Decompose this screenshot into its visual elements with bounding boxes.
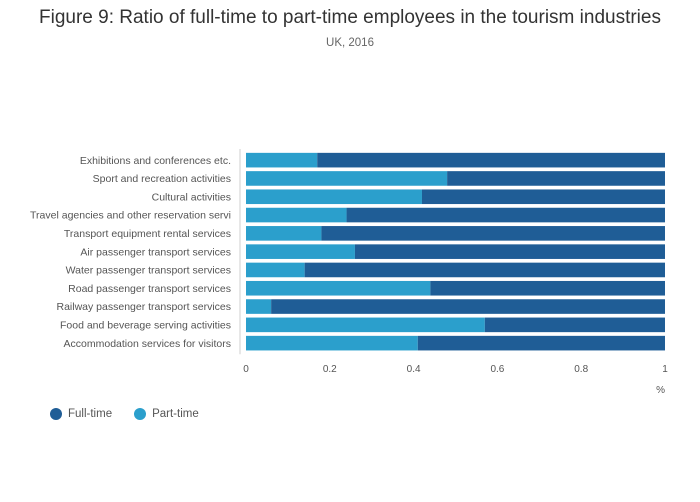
legend-dot-part-time [134,408,147,420]
x-tick-label: 0.4 [407,364,421,375]
chart-subtitle: UK, 2016 [326,37,374,49]
x-axis-title: % [656,385,665,396]
chart-title: Figure 9: Ratio of full-time to part-tim… [39,7,661,28]
bar-part-time[interactable] [246,244,355,259]
bar-full-time[interactable] [430,280,665,296]
bar-part-time[interactable] [246,280,431,296]
bar-part-time[interactable] [246,262,305,278]
x-tick-label: 0.8 [574,364,588,375]
bar-part-time[interactable] [246,226,322,241]
legend-label-full-time: Full-time [68,408,113,420]
legend-dot-full-time [50,408,62,420]
legend-item-part-time[interactable]: Part-time [134,408,199,420]
x-tick-label: 0.2 [323,364,337,375]
bar-full-time[interactable] [484,317,665,333]
x-tick-label: 0 [243,364,249,375]
category-label: Sport and recreation activities [93,173,231,185]
bar-full-time[interactable] [304,262,665,278]
category-label: Railway passenger transport services [57,301,232,313]
x-axis-ticks: 0 0.2 0.4 0.6 0.8 1 [243,364,668,375]
bar-full-time[interactable] [317,152,665,168]
legend-item-full-time[interactable]: Full-time [50,408,112,420]
bar-part-time[interactable] [246,152,318,168]
bar-part-time[interactable] [246,189,422,205]
bar-full-time[interactable] [447,171,665,186]
bars-group [246,152,665,351]
x-tick-label: 0.6 [490,364,504,375]
category-label: Accommodation services for visitors [64,338,231,350]
category-label: Road passenger transport services [68,283,231,295]
category-label: Cultural activities [152,191,231,203]
bar-part-time[interactable] [246,207,347,223]
bar-full-time[interactable] [417,335,665,351]
x-tick-label: 1 [662,364,668,375]
bar-full-time[interactable] [354,244,665,259]
bar-part-time[interactable] [246,171,448,186]
bar-part-time[interactable] [246,335,418,351]
category-label: Air passenger transport services [80,246,231,258]
bar-full-time[interactable] [271,299,665,314]
category-labels: Exhibitions and conferences etc. Sport an… [30,155,231,350]
bar-part-time[interactable] [246,299,272,314]
bar-full-time[interactable] [346,207,665,223]
category-label: Food and beverage serving activities [60,319,231,331]
category-label: Exhibitions and conferences etc. [80,155,231,167]
category-label: Water passenger transport services [66,265,231,277]
bar-full-time[interactable] [321,226,665,241]
category-label: Travel agencies and other reservation se… [30,210,231,222]
legend: Full-time Part-time [50,408,199,420]
bar-full-time[interactable] [421,189,665,205]
legend-label-part-time: Part-time [152,408,199,420]
category-label: Transport equipment rental services [64,228,231,240]
bar-part-time[interactable] [246,317,485,333]
